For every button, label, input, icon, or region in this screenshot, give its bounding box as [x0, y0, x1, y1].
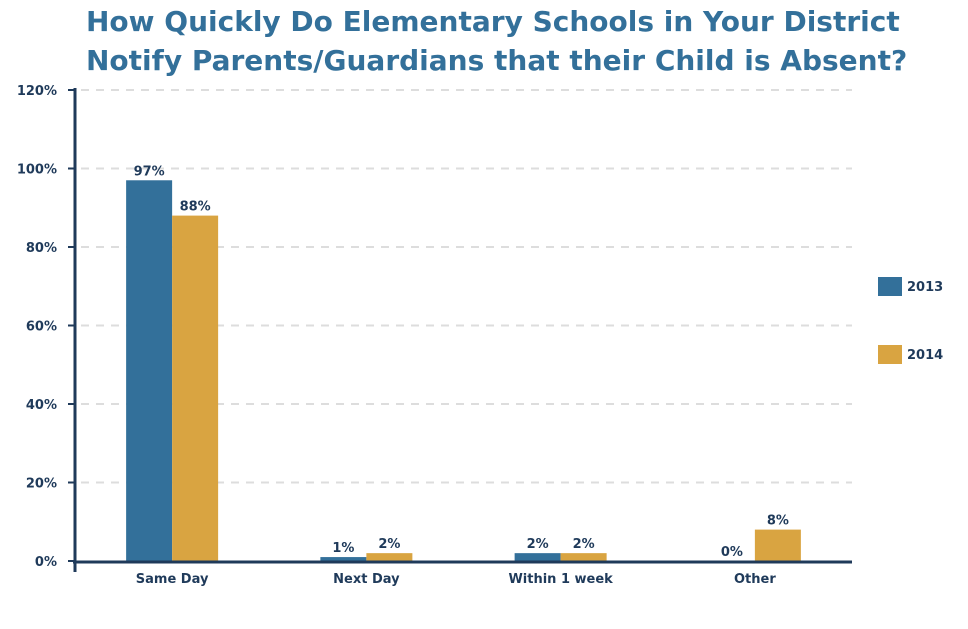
x-tick-label: Next Day — [333, 572, 400, 587]
y-tick-label: 40% — [26, 398, 57, 413]
legend-label-2013: 2013 — [907, 280, 943, 295]
y-tick-label: 100% — [17, 163, 57, 178]
legend-swatch-2014 — [878, 345, 902, 364]
data-label: 2% — [378, 537, 400, 552]
y-tick-label: 80% — [26, 241, 57, 256]
chart-title: How Quickly Do Elementary Schools in You… — [86, 2, 956, 80]
bar-2014 — [366, 553, 413, 561]
y-tick-label: 60% — [26, 320, 57, 335]
chart-title-line-1: How Quickly Do Elementary Schools in You… — [86, 5, 900, 38]
axes — [68, 88, 852, 572]
legend-swatch-2013 — [878, 277, 902, 296]
x-tick-label: Same Day — [136, 572, 209, 587]
data-label: 1% — [332, 541, 354, 556]
bar-2014 — [754, 529, 801, 561]
bar-2014 — [560, 553, 607, 561]
bar-2013 — [514, 553, 561, 561]
bar-2013 — [320, 557, 367, 561]
data-label: 2% — [527, 537, 549, 552]
data-label: 8% — [767, 514, 789, 529]
chart-title-line-2: Notify Parents/Guardians that their Chil… — [86, 44, 908, 77]
bar-2013 — [126, 180, 173, 561]
bars — [126, 180, 801, 561]
data-label: 97% — [134, 164, 165, 179]
data-label: 88% — [180, 200, 211, 215]
x-tick-label: Other — [734, 572, 776, 587]
y-tick-label: 120% — [17, 84, 57, 99]
data-label: 2% — [573, 537, 595, 552]
bar-2014 — [172, 215, 219, 561]
x-tick-label: Within 1 week — [508, 572, 613, 587]
y-tick-label: 20% — [26, 477, 57, 492]
legend: 2013 2014 — [878, 277, 943, 364]
legend-label-2014: 2014 — [907, 348, 943, 363]
data-label: 0% — [721, 545, 743, 560]
labels: 0% 20% 40% 60% 80% 100% 120% 97% 88% Same Day 1% 2%… — [17, 84, 789, 587]
y-tick-label: 0% — [35, 555, 57, 570]
